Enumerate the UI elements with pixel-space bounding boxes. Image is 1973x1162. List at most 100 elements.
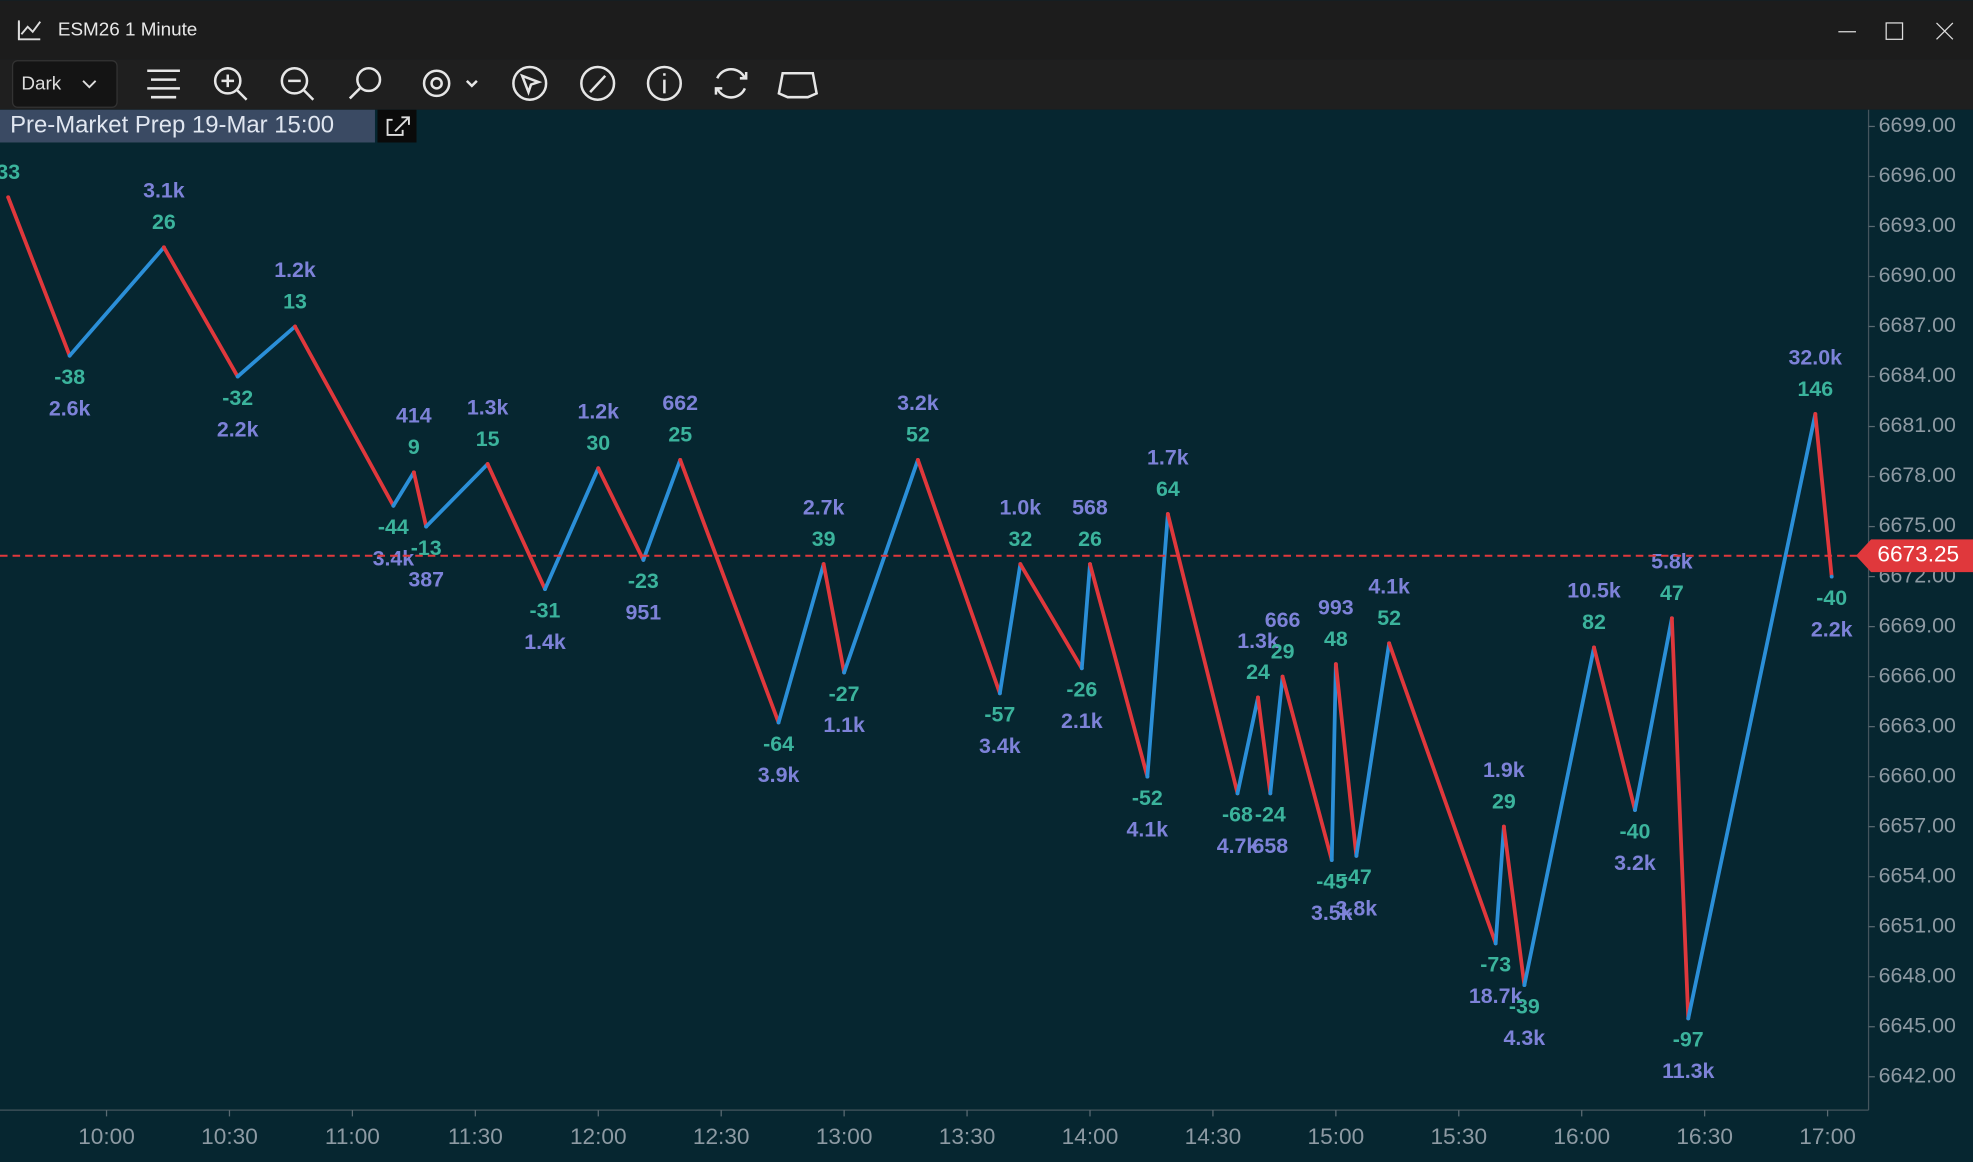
discord-button[interactable] <box>777 72 819 99</box>
swing-label: -38 <box>54 365 85 389</box>
zigzag-segment <box>596 466 646 562</box>
volume-label: 11.3k <box>1662 1059 1714 1083</box>
volume-label: 1.3k <box>1237 629 1279 653</box>
zigzag-segment <box>821 562 847 675</box>
maximize-button[interactable] <box>1885 22 1904 40</box>
x-tick-label: 17:00 <box>1799 1124 1856 1149</box>
pivot <box>1669 616 1674 621</box>
swing-label: 30 <box>586 431 610 455</box>
zigzag-segment <box>1493 824 1506 946</box>
volume-label: 1.3k <box>467 395 509 419</box>
zigzag-segment <box>1354 641 1392 858</box>
volume-label: 2.6k <box>49 396 91 420</box>
zigzag-segment <box>1088 562 1150 779</box>
pivot <box>1501 824 1506 829</box>
search-button[interactable] <box>356 66 382 93</box>
y-tick-label: 6660.00 <box>1879 763 1956 787</box>
y-tick-label: 6684.00 <box>1879 363 1956 387</box>
theme-dropdown[interactable] <box>11 60 118 108</box>
y-tick-label: 6666.00 <box>1879 663 1956 687</box>
swing-label: 9 <box>408 435 420 459</box>
zigzag-segment <box>1145 512 1170 779</box>
pivot <box>67 353 72 358</box>
volume-label: 3.4k <box>979 734 1021 758</box>
x-tick-label: 16:00 <box>1553 1124 1610 1149</box>
zigzag-segment <box>391 470 416 508</box>
x-tick-label: 12:30 <box>693 1124 750 1149</box>
volume-label: 2.7k <box>803 495 845 519</box>
dropdown-arrow <box>82 80 97 89</box>
refresh-button[interactable] <box>714 68 748 99</box>
zigzag-segment <box>162 245 240 379</box>
y-tick-label: 6657.00 <box>1879 813 1956 837</box>
zigzag-segment <box>293 324 396 508</box>
x-tick-label: 11:30 <box>448 1124 503 1149</box>
zigzag-segment <box>842 458 920 675</box>
pivot <box>1018 562 1023 566</box>
pivot <box>1633 808 1637 812</box>
zigzag-segment <box>1592 645 1637 812</box>
volume-label: 387 <box>408 567 444 591</box>
swing-label: 52 <box>906 423 930 447</box>
draw-button[interactable] <box>580 65 616 101</box>
pivot <box>916 458 920 462</box>
pivot <box>596 466 601 471</box>
pivot <box>1354 853 1359 858</box>
pivot <box>235 374 240 379</box>
cursor-button[interactable] <box>512 65 548 101</box>
volume-label: 3.2k <box>897 391 939 415</box>
window-title: ESM26 1 Minute <box>58 18 197 39</box>
pivot <box>1235 791 1240 796</box>
volume-label: 662 <box>662 391 698 415</box>
x-tick-label: 14:00 <box>1062 1124 1119 1149</box>
x-tick-label: 13:30 <box>939 1124 996 1149</box>
x-tick-label: 15:30 <box>1430 1124 1487 1149</box>
volume-label: 4.1k <box>1127 817 1169 841</box>
x-tick-label: 15:00 <box>1308 1124 1365 1149</box>
y-tick-label: 6699.00 <box>1879 113 1956 137</box>
zigzag-segment <box>1268 674 1285 796</box>
zigzag-segment <box>1329 662 1338 862</box>
pivot <box>1829 574 1834 579</box>
volume-label: 1.0k <box>1000 495 1042 519</box>
swing-label: 146 <box>1797 377 1833 401</box>
pivot <box>1522 983 1527 987</box>
zigzag-segment <box>1018 562 1084 671</box>
zigzag-segment <box>1256 695 1273 796</box>
swing-label: 26 <box>1078 527 1102 551</box>
pivot <box>162 245 166 250</box>
settings-button[interactable] <box>422 69 451 98</box>
volume-label: 2.1k <box>1061 709 1103 733</box>
volume-label: 1.2k <box>577 400 619 424</box>
pivot <box>1686 1016 1691 1021</box>
menu-button[interactable] <box>147 69 180 99</box>
swing-label: -52 <box>1132 786 1163 810</box>
swing-label: 33 <box>0 160 20 184</box>
x-tick-label: 10:30 <box>201 1124 258 1149</box>
zigzag-segment <box>1280 674 1334 862</box>
pivot <box>776 720 781 725</box>
swing-label: 25 <box>668 423 692 447</box>
app-icon-axis <box>17 20 41 41</box>
zoom-in-button[interactable] <box>213 66 242 95</box>
swing-label: 29 <box>1271 639 1295 663</box>
swing-label: -45 <box>1316 869 1347 893</box>
y-tick-label: 6663.00 <box>1879 713 1956 737</box>
swing-label: 32 <box>1008 527 1032 551</box>
zigzag-segment <box>1387 641 1498 946</box>
zigzag-segment <box>1333 662 1359 858</box>
swing-label: -97 <box>1673 1028 1704 1052</box>
open-link-button[interactable] <box>377 109 417 143</box>
swing-label: -40 <box>1620 819 1651 843</box>
swing-label: 13 <box>283 289 307 313</box>
pivot <box>1256 695 1260 700</box>
pivot <box>485 462 490 466</box>
swing-label: 47 <box>1660 581 1684 605</box>
zigzag-segment <box>543 466 601 591</box>
close-button[interactable] <box>1936 22 1954 40</box>
info-button[interactable] <box>646 65 682 101</box>
volume-label: 4.1k <box>1368 575 1410 599</box>
pivot <box>1088 562 1092 566</box>
zoom-out-button[interactable] <box>280 66 309 95</box>
